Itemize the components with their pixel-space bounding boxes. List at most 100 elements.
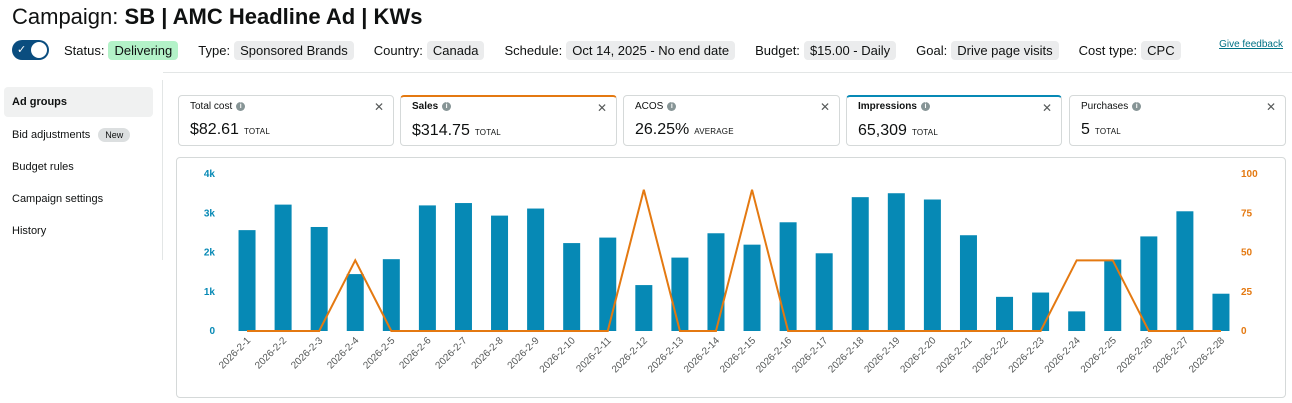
sidebar-item-budget-rules[interactable]: Budget rules [4, 152, 153, 182]
bar-impressions [1176, 211, 1194, 331]
bar-impressions [1104, 259, 1122, 331]
bar-impressions [779, 222, 797, 331]
right-axis-tick-label: 50 [1241, 248, 1253, 259]
budget-label: Budget: [755, 42, 800, 58]
info-icon[interactable]: i [920, 102, 930, 111]
metric-label: Purchases i [1081, 101, 1142, 112]
campaign-toggle[interactable]: ✓ [12, 40, 49, 60]
bar-impressions [1032, 292, 1050, 331]
sidebar-item-ad-groups[interactable]: Ad groups [4, 87, 153, 117]
info-icon[interactable]: i [1132, 102, 1142, 111]
x-axis-tick-label: 2026-2-16 [754, 335, 794, 375]
bar-impressions [527, 208, 545, 331]
right-axis-tick-label: 25 [1241, 287, 1253, 298]
metric-card-purchases[interactable]: Purchases i ✕ 5 TOTAL [1069, 95, 1286, 146]
bar-impressions [851, 197, 869, 331]
x-axis-tick-label: 2026-2-1 [217, 335, 253, 371]
close-icon[interactable]: ✕ [1041, 101, 1052, 115]
metric-value: $82.61 TOTAL [190, 121, 270, 138]
sidebar-item-campaign-settings[interactable]: Campaign settings [4, 184, 153, 214]
x-axis-tick-label: 2026-2-24 [1043, 335, 1083, 375]
x-axis-tick-label: 2026-2-21 [935, 335, 975, 375]
check-icon: ✓ [17, 44, 27, 56]
sidebar-item-history[interactable]: History [4, 216, 153, 246]
sidebar-item-label: Budget rules [12, 161, 74, 173]
x-axis-tick-label: 2026-2-14 [682, 335, 722, 375]
x-axis-tick-label: 2026-2-10 [538, 335, 578, 375]
metric-card-sales[interactable]: Sales i ✕ $314.75 TOTAL [400, 95, 617, 146]
metric-value: 26.25% AVERAGE [635, 121, 734, 138]
x-axis-tick-label: 2026-2-22 [971, 335, 1011, 375]
x-axis-tick-label: 2026-2-8 [470, 335, 506, 371]
type-value: Sponsored Brands [234, 40, 354, 60]
bar-impressions [887, 193, 905, 331]
info-icon[interactable]: i [667, 102, 677, 111]
close-icon[interactable]: ✕ [596, 101, 607, 115]
x-axis-tick-label: 2026-2-28 [1187, 335, 1227, 375]
sidebar-item-label: History [12, 225, 47, 237]
new-badge: New [98, 128, 131, 142]
x-axis-tick-label: 2026-2-25 [1079, 335, 1119, 375]
bar-impressions [923, 199, 941, 331]
toggle-knob [31, 42, 47, 58]
bar-impressions [1140, 236, 1158, 331]
metric-label: Total cost i [190, 101, 246, 112]
sidebar-item-bid-adjustments[interactable]: Bid adjustments New [4, 120, 153, 150]
x-axis-tick-label: 2026-2-2 [253, 335, 289, 371]
metric-card-acos[interactable]: ACOS i ✕ 26.25% AVERAGE [623, 95, 840, 146]
status-badge: Delivering [108, 40, 179, 60]
right-axis-tick-label: 75 [1241, 208, 1253, 219]
type-label: Type: [198, 42, 231, 58]
close-icon[interactable]: ✕ [819, 100, 830, 114]
metric-value: 65,309 TOTAL [858, 122, 938, 139]
metric-card-impressions[interactable]: Impressions i ✕ 65,309 TOTAL [846, 95, 1062, 146]
bar-impressions [1212, 293, 1230, 331]
metric-value: 5 TOTAL [1081, 121, 1121, 138]
bar-impressions [346, 274, 364, 331]
left-axis-tick-label: 0 [209, 326, 215, 337]
budget-value: $15.00 - Daily [803, 40, 897, 60]
close-icon[interactable]: ✕ [373, 100, 384, 114]
metric-label: ACOS i [635, 101, 677, 112]
bar-impressions [996, 296, 1014, 331]
country-value: Canada [426, 40, 485, 60]
x-axis-tick-label: 2026-2-15 [718, 335, 758, 375]
right-axis-tick-label: 0 [1241, 326, 1247, 337]
metric-label: Impressions i [858, 101, 930, 112]
give-feedback-link[interactable]: Give feedback [1219, 39, 1283, 50]
bar-impressions [671, 257, 689, 331]
x-axis-tick-label: 2026-2-13 [646, 335, 686, 375]
left-axis-tick-label: 2k [204, 248, 216, 259]
page-title: Campaign: SB | AMC Headline Ad | KWs [12, 4, 423, 29]
line-sales [247, 189, 1221, 332]
cost-type-value: CPC [1141, 40, 1181, 60]
bar-impressions [599, 237, 617, 331]
bar-impressions [1068, 311, 1086, 331]
info-icon[interactable]: i [236, 102, 246, 111]
metric-value: $314.75 TOTAL [412, 122, 501, 139]
sidebar-item-label: Ad groups [12, 96, 67, 108]
bar-impressions [454, 203, 472, 331]
goal-value: Drive page visits [951, 40, 1059, 60]
x-axis-tick-label: 2026-2-6 [397, 335, 433, 371]
x-axis-tick-label: 2026-2-7 [434, 335, 470, 371]
metric-card-total-cost[interactable]: Total cost i ✕ $82.61 TOTAL [178, 95, 394, 146]
country-label: Country: [373, 42, 423, 58]
schedule-value: Oct 14, 2025 - No end date [566, 40, 736, 60]
x-axis-tick-label: 2026-2-18 [826, 335, 866, 375]
x-axis-tick-label: 2026-2-17 [790, 335, 830, 375]
info-icon[interactable]: i [442, 102, 452, 111]
sidebar: Ad groups Bid adjustments New Budget rul… [0, 80, 163, 260]
x-axis-tick-label: 2026-2-5 [361, 335, 397, 371]
bar-impressions [707, 233, 725, 331]
status-label: Status: [64, 42, 105, 58]
bar-impressions [238, 230, 256, 331]
bar-impressions [418, 205, 436, 331]
performance-chart: 0 1k 2k 3k 4k 0 25 50 75 100 2026-2-1 2026-2-2 2026-… [176, 157, 1286, 398]
close-icon[interactable]: ✕ [1265, 100, 1276, 114]
header-divider [163, 72, 1292, 73]
schedule-label: Schedule: [504, 42, 563, 58]
x-axis-tick-label: 2026-2-23 [1007, 335, 1047, 375]
x-axis-tick-label: 2026-2-20 [898, 335, 938, 375]
metric-label: Sales i [412, 101, 452, 112]
